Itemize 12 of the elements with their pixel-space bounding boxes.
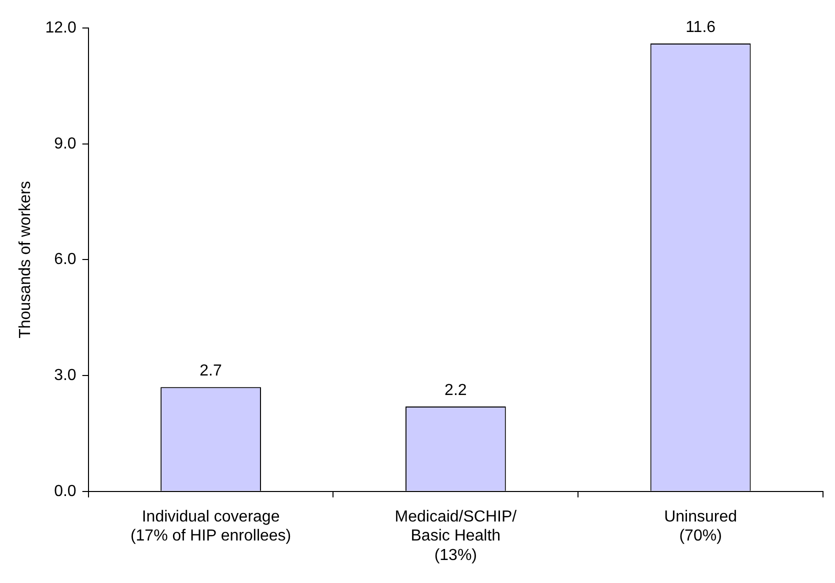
- x-tick-label: Uninsured (70%): [664, 508, 738, 545]
- data-label: 2.2: [444, 382, 467, 399]
- x-tick-label: Individual coverage (17% of HIP enrollees): [130, 508, 292, 545]
- y-tick-label: 6.0: [54, 251, 76, 268]
- data-label: 2.7: [200, 362, 222, 380]
- y-tick-label: 9.0: [54, 135, 76, 152]
- y-tick-label: 3.0: [54, 366, 76, 384]
- data-label: 11.6: [686, 18, 716, 36]
- y-tick-label: 0.0: [54, 482, 76, 500]
- y-axis-title: Thousands of workers: [17, 180, 34, 338]
- x-tick-label: Medicaid/SCHIP/ Basic Health (13%): [394, 508, 518, 564]
- y-tick-label: 12.0: [45, 19, 76, 36]
